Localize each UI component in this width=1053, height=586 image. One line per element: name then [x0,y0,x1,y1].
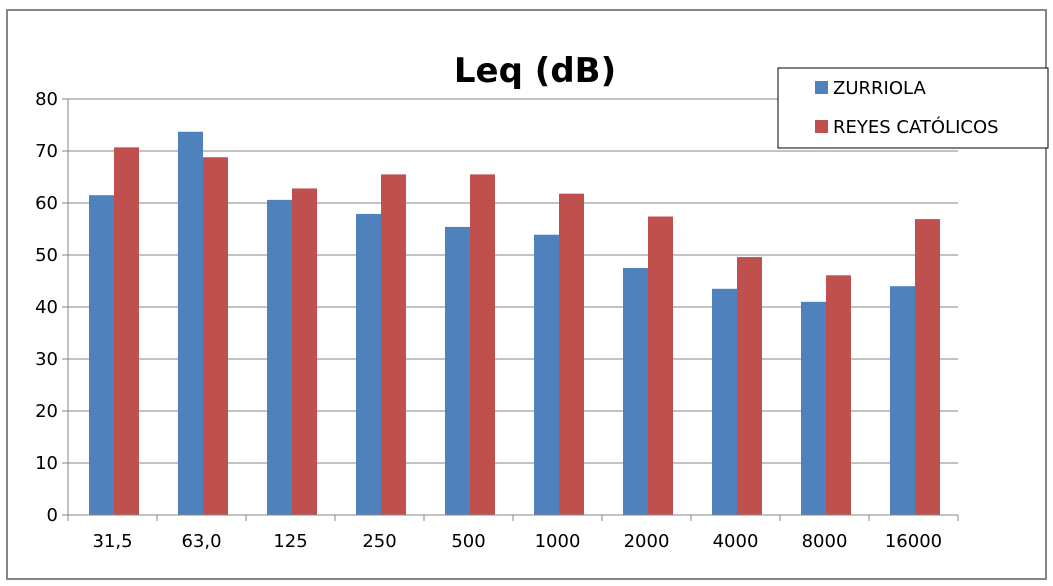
x-tick-label: 8000 [802,531,848,552]
bar-reyes-catolicos [114,147,139,516]
bar-zurriola [267,199,292,515]
y-tick-label: 40 [35,297,58,318]
x-tick-label: 2000 [624,531,670,552]
bar-reyes-catolicos [915,219,940,515]
y-tick-label: 10 [35,453,58,474]
bar-reyes-catolicos [381,174,406,515]
y-tick-label: 20 [35,401,58,422]
x-tick-label: 125 [273,531,307,552]
y-tick-label: 50 [35,245,58,266]
legend-label-reyes-catolicos: REYES CATÓLICOS [833,116,999,138]
y-tick-label: 30 [35,349,58,370]
bar-zurriola [890,286,915,515]
bars [89,131,940,516]
bar-zurriola [445,226,470,516]
x-tick-label: 500 [451,531,485,552]
bar-zurriola [534,234,559,515]
y-tick-label: 0 [47,505,58,526]
y-tick-label: 60 [35,193,58,214]
y-tick-label: 80 [35,89,58,110]
bar-zurriola [356,213,381,516]
bar-reyes-catolicos [470,174,495,515]
bar-reyes-catolicos [737,257,762,515]
y-tick-label: 70 [35,141,58,162]
bar-reyes-catolicos [292,188,317,515]
legend-swatch-reyes-catolicos [815,120,828,133]
x-tick-label: 250 [362,531,396,552]
bar-zurriola [178,131,203,515]
legend: ZURRIOLA REYES CATÓLICOS [777,67,1049,149]
bar-reyes-catolicos [559,193,584,515]
bar-zurriola [801,301,826,515]
axes [67,99,958,516]
bar-reyes-catolicos [826,275,851,515]
legend-swatch-zurriola [815,81,828,94]
bar-zurriola [623,268,648,515]
tick-labels: 0 10 20 30 40 50 60 70 80 31,5 63,0 125 250 500 1000 20… [35,89,942,552]
bar-reyes-catolicos [203,157,228,516]
bar-zurriola [89,195,114,515]
x-tick-label: 63,0 [181,531,221,552]
x-tick-label: 1000 [535,531,581,552]
x-tick-label: 16000 [885,531,942,552]
bar-zurriola [712,288,737,515]
x-tick-label: 31,5 [92,531,132,552]
x-tick-label: 4000 [713,531,759,552]
legend-label-zurriola: ZURRIOLA [833,78,926,99]
chart-title: Leq (dB) [454,51,616,91]
bar-reyes-catolicos [648,216,673,515]
